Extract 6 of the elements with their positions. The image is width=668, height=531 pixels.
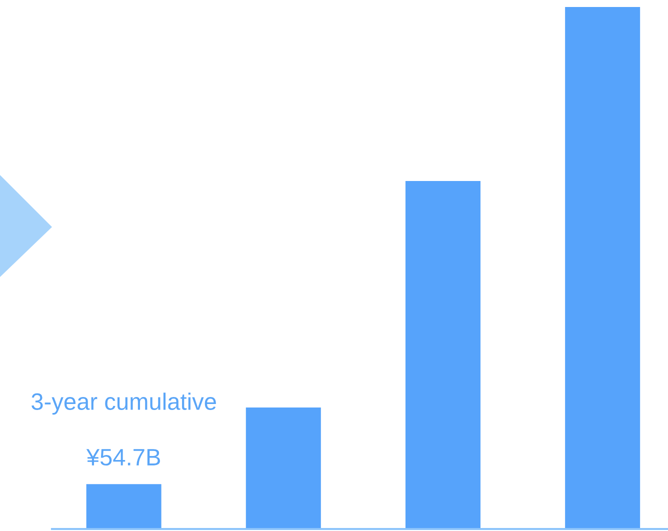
annotation: 3-year cumulative (32, 392, 216, 415)
bar (86, 484, 162, 529)
bar (405, 180, 480, 529)
data-label: ¥54.7B (86, 449, 160, 466)
bar (246, 408, 321, 529)
bar (565, 6, 640, 529)
